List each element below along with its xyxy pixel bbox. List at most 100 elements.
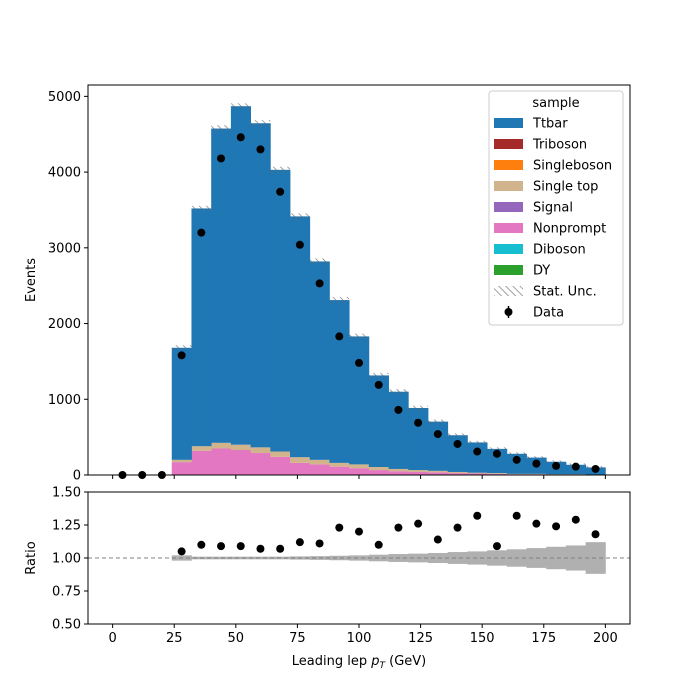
bar-ttbar [250,123,271,448]
data-point [473,447,482,456]
legend-swatch-ttbar [494,118,523,128]
ratio-unc-band [349,555,370,561]
stat-unc-band [171,345,192,351]
ratio-point [276,544,285,553]
bar-ttbar [388,391,409,469]
data-point [256,145,265,154]
ratio-point [433,535,442,544]
y-tick-label: 0.75 [52,585,81,600]
ratio-point [335,523,344,532]
x-axis-label: Leading lep pT (GeV) [292,654,426,671]
data-point [552,461,561,470]
bar-ttbar [290,216,311,458]
data-point [394,405,403,414]
stat-unc-band [329,297,350,304]
y-tick-label: 1.50 [52,486,81,501]
stat-unc-band [546,460,566,464]
bar-single-top [329,462,350,467]
x-tick-label: 175 [531,631,556,646]
legend-label-single-top: Single top [533,180,598,195]
bar-ttbar [171,347,192,460]
stat-unc-band [526,456,547,459]
x-tick-label: 75 [289,631,306,646]
y-tick-label: 1.25 [52,519,81,534]
ratio-point [591,530,600,539]
stat-unc-band [250,120,271,127]
bar-nonprompt [211,448,232,475]
bar-nonprompt [309,464,330,475]
ratio-unc-band [565,545,587,571]
y-axis-ticks-top: 0 1000 2000 3000 4000 5000 [48,90,88,484]
x-tick-label: 50 [228,631,245,646]
ratio-unc-band [546,546,567,570]
bar-ttbar [309,261,330,460]
stat-unc-band [487,447,507,451]
y-tick-label: 5000 [48,90,81,105]
ratio-point [197,540,206,549]
ratio-panel: 0.50 0.75 1.00 1.25 1.50 0 25 50 75 100 125 150 175… [24,486,631,671]
stat-unc-band [290,213,310,220]
x-tick-label: 0 [108,631,116,646]
data-point [512,455,521,464]
stat-unc-band [388,389,409,395]
legend-label-nonprompt: Nonprompt [533,222,606,237]
legend-label-diboson: Diboson [533,243,586,258]
stat-unc-band [230,103,251,110]
bar-nonprompt [230,450,251,475]
bar-nonprompt [250,453,271,475]
x-tick-label: 125 [408,631,433,646]
data-point [433,430,442,439]
x-tick-label: 25 [166,631,183,646]
stat-unc-band [408,405,428,411]
bar-ttbar [211,128,232,443]
y-tick-label: 0.50 [52,618,81,633]
legend-swatch-singleboson [494,160,523,170]
bar-nonprompt [270,456,291,475]
stacked-bars [171,106,606,475]
legend: sample Ttbar Triboson Singleboson Single to… [488,90,624,326]
data-point [374,380,383,389]
legend-label-data: Data [533,306,564,321]
bar-single-top [447,471,468,474]
legend-label-dy: DY [533,264,550,279]
data-point [453,439,462,448]
stat-unc-band [447,433,468,438]
ratio-point [512,511,521,520]
stat-unc-band [427,419,448,424]
legend-swatch-signal [494,202,523,212]
x-tick-label: 150 [470,631,495,646]
bar-single-top [349,464,370,469]
ratio-point [315,539,324,548]
legend-label-ttbar: Ttbar [532,117,568,132]
data-point [532,459,541,468]
data-points [118,133,600,479]
ratio-point [532,519,541,528]
y-tick-label: 1.00 [52,552,81,567]
ratio-point [374,540,383,549]
y-tick-label: 1000 [48,393,81,408]
bar-nonprompt [388,471,409,475]
bar-single-top [487,473,508,474]
legend-swatch-single-top [494,181,523,191]
legend-label-singleboson: Singleboson [533,159,612,174]
ratio-point [473,511,482,520]
bar-nonprompt [349,468,370,475]
bar-single-top [211,442,232,449]
bar-single-top [171,459,192,463]
ratio-point [571,515,580,524]
bar-single-top [250,447,271,454]
bar-nonprompt [290,462,311,475]
legend-swatch-nonprompt [494,223,523,233]
data-point [571,462,580,471]
y-axis-label-events: Events [24,258,39,302]
bar-single-top [270,451,291,457]
stat-unc-band [368,372,389,378]
ratio-unc-band [230,556,251,560]
bar-single-top [309,459,330,465]
data-point [315,279,324,288]
bar-single-top [408,470,429,472]
bar-ttbar [329,300,350,463]
ratio-point [552,522,561,531]
data-point [276,187,285,196]
